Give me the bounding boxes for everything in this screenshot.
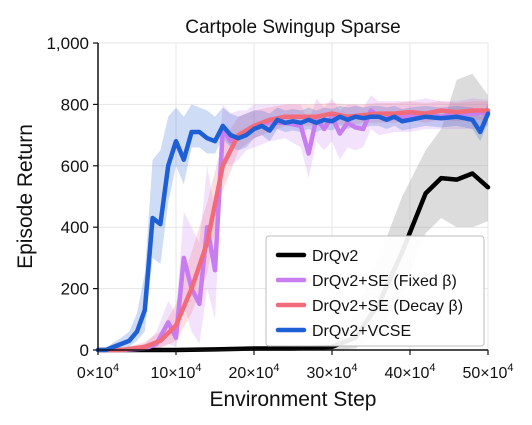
series-band-1 [98, 95, 488, 350]
y-tick-label-0: 0 [80, 341, 89, 360]
series-band-2 [98, 101, 488, 350]
y-tick-label-3: 600 [61, 157, 89, 176]
legend-label-0: DrQv2 [312, 248, 358, 265]
legend-label-1: DrQv2+SE (Fixed β) [312, 273, 457, 290]
y-tick-label-1: 200 [61, 280, 89, 299]
series-line-3 [95, 111, 491, 353]
y-tick-label-4: 800 [61, 95, 89, 114]
x-tick-label-2: 20×104 [228, 362, 279, 382]
tick-labels: 0 200 400 600 800 1,000 0×104 10×104 20×104 30×10… [46, 34, 513, 382]
axes [97, 43, 488, 351]
x-axis-label: Environment Step [210, 388, 377, 411]
y-tick-label-2: 400 [61, 218, 89, 237]
legend: DrQv2 DrQv2+SE (Fixed β) DrQv2+SE (Decay β… [265, 235, 485, 347]
x-tick-label-1: 10×104 [150, 362, 201, 382]
x-tick-label-4: 40×104 [384, 362, 435, 382]
series-line-2 [95, 108, 491, 353]
x-tick-label-5: 50×104 [462, 362, 513, 382]
y-tick-label-5: 1,000 [46, 34, 89, 53]
y-axis-label: Episode Return [14, 124, 37, 269]
x-tick-label-3: 30×104 [306, 362, 357, 382]
x-tick-label-0: 0×104 [77, 362, 119, 382]
legend-label-2: DrQv2+SE (Decay β) [312, 298, 463, 315]
legend-label-3: DrQv2+VCSE [312, 323, 411, 340]
legend-box [265, 235, 485, 347]
chart-title: Cartpole Swingup Sparse [185, 17, 400, 38]
